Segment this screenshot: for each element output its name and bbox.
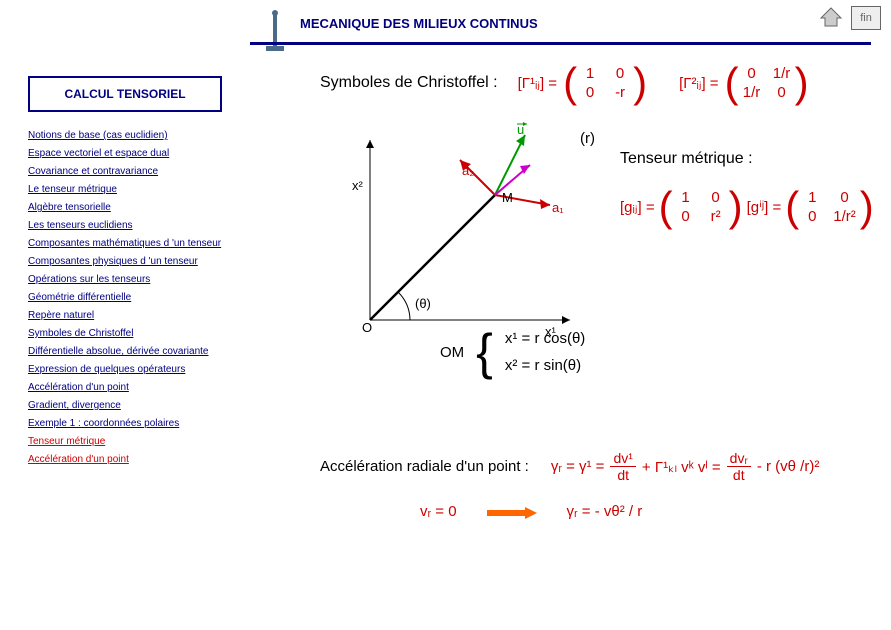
m1d: -r [611, 84, 629, 101]
gu-d: 1/r² [833, 208, 856, 225]
nav-item-6[interactable]: Composantes mathématiques d 'un tenseur [28, 238, 243, 249]
frac1: dv¹ dt [610, 450, 635, 483]
fin-button[interactable]: fin [851, 6, 881, 30]
M-label: M [502, 190, 513, 205]
theta-label: (θ) [415, 296, 431, 311]
m1b: 0 [611, 65, 629, 82]
nav-item-16[interactable]: Exemple 1 : coordonnées polaires [28, 418, 243, 429]
gl-d: r² [707, 208, 725, 225]
m2c: 1/r [743, 84, 761, 101]
accel-title: Accélération radiale d'un point : [320, 458, 529, 475]
accel-line1: Accélération radiale d'un point : γᵣ = γ… [320, 450, 881, 483]
accel-eq-a: γᵣ = γ¹ = [551, 458, 605, 475]
nav-item-1[interactable]: Espace vectoriel et espace dual [28, 148, 243, 159]
g-up-label: [gⁱʲ] = [747, 198, 782, 216]
m2b: 1/r [773, 65, 791, 82]
accel-result: γᵣ = - vθ² / r [567, 503, 643, 520]
O-label: O [362, 320, 372, 335]
christoffel-row: Symboles de Christoffel : [Γ¹ᵢⱼ] = ( 1 0… [320, 62, 881, 104]
nav-item-0[interactable]: Notions de base (cas euclidien) [28, 130, 243, 141]
arrow-icon [487, 506, 537, 518]
gu-c: 0 [803, 208, 821, 225]
gl-a: 1 [677, 189, 695, 206]
a1-label: a₁ [552, 200, 564, 215]
m2a: 0 [743, 65, 761, 82]
m1c: 0 [581, 84, 599, 101]
header-divider [250, 42, 871, 45]
accel-eq-c: - r (vθ /r)² [757, 458, 819, 475]
header-title: MECANIQUE DES MILIEUX CONTINUS [300, 16, 538, 31]
m2d: 0 [773, 84, 791, 101]
nav-item-18[interactable]: Accélération d'un point [28, 454, 243, 465]
nav-item-2[interactable]: Covariance et contravariance [28, 166, 243, 177]
christoffel-title: Symboles de Christoffel : [320, 74, 498, 92]
nav-item-3[interactable]: Le tenseur métrique [28, 184, 243, 195]
nav-item-5[interactable]: Les tenseurs euclidiens [28, 220, 243, 231]
nav-item-13[interactable]: Expression de quelques opérateurs [28, 364, 243, 375]
metric-tensor-area: Tenseur métrique : [gᵢⱼ] = ( 1 0 0 r² ) … [620, 130, 880, 228]
metric-row: [gᵢⱼ] = ( 1 0 0 r² ) [gⁱʲ] = ( 1 0 0 1/r… [620, 186, 880, 228]
nav-item-15[interactable]: Gradient, divergence [28, 400, 243, 411]
a2-label: a₂ [462, 163, 474, 178]
content-area: Symboles de Christoffel : [Γ¹ᵢⱼ] = ( 1 0… [320, 62, 881, 104]
home-icon[interactable] [819, 6, 843, 28]
gamma1-label: [Γ¹ᵢⱼ] = [518, 74, 558, 92]
header: MECANIQUE DES MILIEUX CONTINUS [250, 12, 871, 40]
matrix-gamma2: ( 0 1/r 1/r 0 ) [725, 62, 809, 104]
matrix-g-low: ( 1 0 0 r² ) [659, 186, 743, 228]
x2-label: x² [352, 178, 364, 193]
gamma2-label: [Γ²ᵢⱼ] = [679, 74, 719, 92]
om-label: OM [440, 344, 464, 361]
nav-item-9[interactable]: Géométrie différentielle [28, 292, 243, 303]
gl-b: 0 [707, 189, 725, 206]
nav-item-11[interactable]: Symboles de Christoffel [28, 328, 243, 339]
tensor-title: Tenseur métrique : [620, 150, 880, 168]
sidebar-title-box: CALCUL TENSORIEL [28, 76, 222, 112]
f2d: dt [730, 467, 748, 483]
accel-eq-b: + Γ¹ₖₗ vᵏ vˡ = [642, 458, 721, 476]
nav-item-7[interactable]: Composantes physiques d 'un tenseur [28, 256, 243, 267]
acceleration-section: Accélération radiale d'un point : γᵣ = γ… [320, 450, 881, 520]
nav-item-17[interactable]: Tenseur métrique [28, 436, 243, 447]
polar-diagram: O x² x¹ M (θ) u a₁ a₂ [340, 120, 590, 340]
om-eq1: x¹ = r cos(θ) [505, 330, 585, 347]
gl-c: 0 [677, 208, 695, 225]
nav-item-10[interactable]: Repère naturel [28, 310, 243, 321]
nav-item-12[interactable]: Différentielle absolue, dérivée covarian… [28, 346, 243, 357]
sidebar-nav: Notions de base (cas euclidien) Espace ve… [28, 130, 243, 472]
gu-b: 0 [833, 189, 856, 206]
nav-item-8[interactable]: Opérations sur les tenseurs [28, 274, 243, 285]
f1d: dt [614, 467, 632, 483]
nav-item-14[interactable]: Accélération d'un point [28, 382, 243, 393]
m1a: 1 [581, 65, 599, 82]
matrix-gamma1: ( 1 0 0 -r ) [563, 62, 647, 104]
vr-zero: vᵣ = 0 [420, 503, 457, 520]
f2n: dvᵣ [727, 450, 751, 467]
accel-line2: vᵣ = 0 γᵣ = - vθ² / r [420, 503, 881, 520]
nav-item-4[interactable]: Algèbre tensorielle [28, 202, 243, 213]
om-equations: OM { x¹ = r cos(θ) x² = r sin(θ) [440, 330, 585, 374]
g-low-label: [gᵢⱼ] = [620, 198, 655, 216]
f1n: dv¹ [610, 450, 635, 467]
matrix-g-up: ( 1 0 0 1/r² ) [785, 186, 874, 228]
gu-a: 1 [803, 189, 821, 206]
om-eq2: x² = r sin(θ) [505, 357, 585, 374]
frac2: dvᵣ dt [727, 450, 751, 483]
brace-icon: { [476, 332, 493, 372]
